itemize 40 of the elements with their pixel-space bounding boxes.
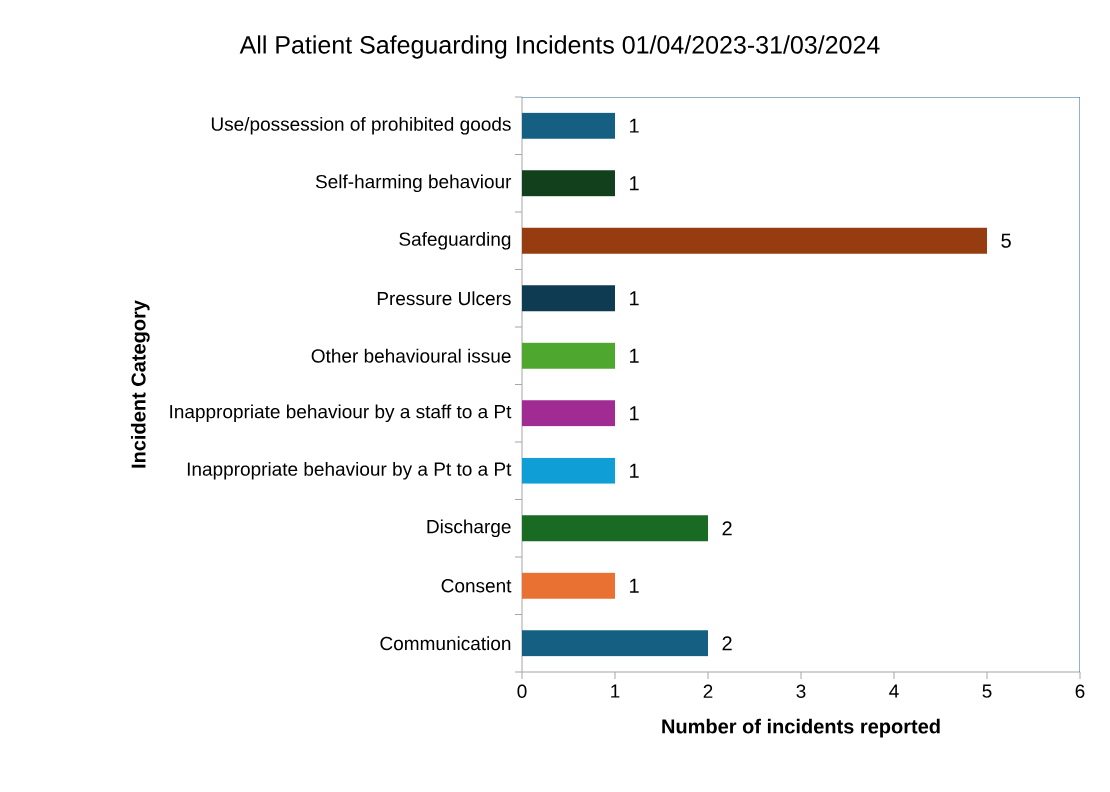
y-tick-label: Inappropriate behaviour by a staff to a Pt <box>170 404 512 423</box>
y-tick-label: Use/possession of prohibited goods <box>211 116 511 135</box>
x-tick-label: 0 <box>517 684 527 698</box>
bar <box>522 515 709 542</box>
chart-title: All Patient Safeguarding Incidents 01/04/2023-31/03/2024 <box>239 35 880 59</box>
y-tick-label: Safeguarding <box>399 231 511 250</box>
data-label: 2 <box>722 521 732 536</box>
bar <box>522 572 615 599</box>
y-tick-label: Discharge <box>427 519 511 538</box>
y-tick-label: Other behavioural issue <box>311 348 511 363</box>
x-tick-label: 1 <box>611 684 620 698</box>
y-tick-label: Communication <box>380 636 511 651</box>
data-label: 1 <box>630 578 639 593</box>
data-label: 1 <box>630 348 639 363</box>
x-tick-label: 2 <box>703 684 713 698</box>
data-label: 5 <box>1001 233 1011 248</box>
y-tick-label: Self-harming behaviour <box>315 174 512 193</box>
bar <box>522 457 615 484</box>
x-tick-label: 4 <box>889 684 899 698</box>
x-axis-title: Number of incidents reported <box>662 718 940 738</box>
data-label: 2 <box>722 636 732 651</box>
y-tick-label: Consent <box>441 579 512 593</box>
data-label: 1 <box>630 176 639 191</box>
bar <box>522 112 615 139</box>
data-label: 1 <box>630 291 639 306</box>
data-label: 1 <box>630 406 639 421</box>
data-label: 1 <box>630 463 639 478</box>
y-tick-label: Pressure Ulcers <box>377 291 511 306</box>
x-tick-label: 5 <box>982 684 992 698</box>
bar <box>522 227 988 254</box>
bar <box>522 342 615 369</box>
bar <box>522 400 615 427</box>
data-label: 1 <box>630 118 639 133</box>
bar <box>522 285 615 312</box>
bar <box>522 170 615 197</box>
x-tick-label: 6 <box>1075 684 1085 698</box>
y-tick-label: Inappropriate behaviour by a Pt to a Pt <box>187 461 512 480</box>
x-tick-label: 3 <box>796 684 806 698</box>
y-axis-title: Incident Category <box>130 300 150 468</box>
bar <box>522 630 709 657</box>
